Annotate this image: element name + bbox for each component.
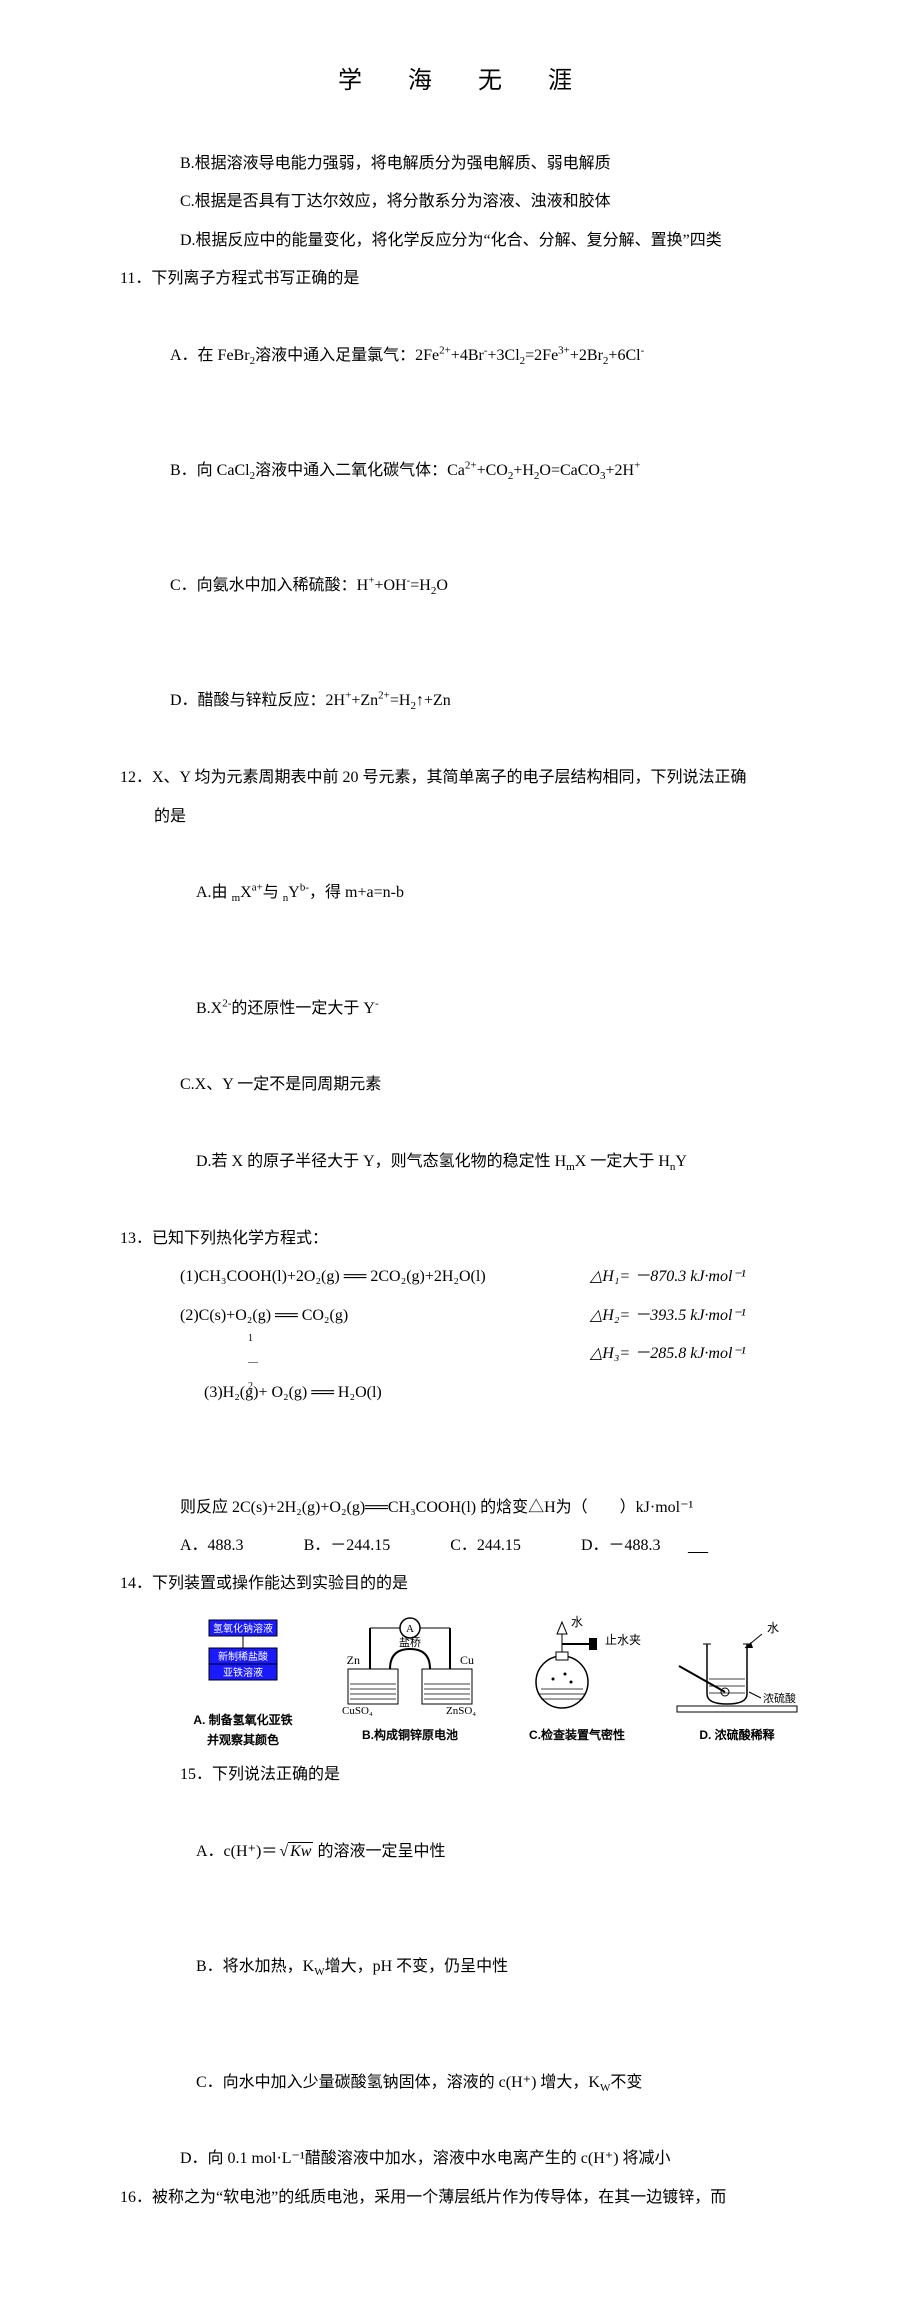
q10-opt-d: D.根据反应中的能量变化，将化学反应分为“化合、分解、复分解、置换”四类 [120,222,810,260]
exam-page: 学 海 无 涯 B.根据溶液导电能力强弱，将电解质分为强电解质、弱电解质 C.根… [0,0,920,2297]
q11-stem: 11．下列离子方程式书写正确的是 [120,260,810,298]
q16-stem: 16．被称之为“软电池”的纸质电池，采用一个薄层纸片作为传导体，在其一边镀锌，而 [120,2179,810,2217]
q11-opt-a: A．在 FeBr2溶液中通入足量氯气：2Fe2++4Br-+3Cl2=2Fe3+… [120,299,810,414]
text: X 一定大于 H [575,1153,670,1170]
q15-opt-c: C．向水中加入少量碳酸氢钠固体，溶液的 c(H⁺) 增大，KW不变 [120,2025,810,2140]
fig-a-svg: 氢氧化钠溶液 新制稀盐酸 亚铁溶液 [183,1614,303,1709]
q13-opt-a: A．488.3 [180,1527,244,1565]
fig-c-label: C.检查装置气密性 [529,1727,625,1744]
kw: Kw [288,1842,313,1860]
svg-text:盐桥: 盐桥 [399,1636,421,1649]
fraction-mark: 1—2 [248,1327,258,1399]
q15-stem: 15．下列说法正确的是 [120,1756,810,1794]
q13-opt-c: C．244.15 [450,1527,521,1565]
text: C．向水中加入少量碳酸氢钠固体，溶液的 c(H⁺) 增大，K [196,2074,600,2091]
text: 的溶液一定呈中性 [313,1843,445,1860]
fig-a-label2: 并观察其颜色 [207,1732,279,1749]
q13-eq3-l: (3)H₂(g)+ O₂(g) ══ H₂O(l) [204,1384,382,1401]
svg-text:CuSO₄: CuSO₄ [342,1705,373,1717]
text: B．向 CaCl [170,462,250,479]
q13-eq1-l: (1)CH₃COOH(l)+2O₂(g) ══ 2CO₂(g)+2H₂O(l) [180,1258,550,1296]
q11-opt-d: D．醋酸与锌粒反应：2H++Zn2+=H2↑+Zn [120,644,810,759]
q13-eq2: (2)C(s)+O₂(g) ══ CO₂(g) △H₂= －393.5 kJ·m… [120,1297,810,1335]
q12-stem-l2: 的是 [120,798,810,836]
svg-text:氢氧化钠溶液: 氢氧化钠溶液 [213,1622,273,1635]
text: D.若 X 的原子半径大于 Y，则气态氢化物的稳定性 H [196,1153,566,1170]
q10-opt-c: C.根据是否具有丁达尔效应，将分散系分为溶液、浊液和胶体 [120,183,810,221]
text: ，得 m+a=n-b [309,884,404,901]
q12-stem-l1: 12．X、Y 均为元素周期表中前 20 号元素，其简单离子的电子层结构相同，下列… [120,759,810,797]
q13-stem: 13．已知下列热化学方程式： [120,1220,810,1258]
q14-fig-b: A Zn Cu 盐桥 CuSO₄ ZnSO₄ B.构成铜锌原电池 [330,1614,490,1749]
q14-fig-c: 水 止水夹 C.检查装置气密性 [504,1614,650,1749]
dash-mark: — [688,1527,708,1575]
text: A．在 FeBr [170,347,250,364]
q11-opt-b: B．向 CaCl2溶液中通入二氧化碳气体：Ca2++CO2+H2O=CaCO3+… [120,414,810,529]
svg-text:Zn: Zn [347,1653,360,1667]
q14-fig-d: 水 浓硫酸 D. 浓硫酸稀释 [664,1614,810,1749]
svg-text:ZnSO₄: ZnSO₄ [446,1705,476,1717]
q13-eq2-r: △H₂= －393.5 kJ·mol⁻¹ [590,1297,746,1335]
text: Y [675,1153,687,1170]
q14-figures: 氢氧化钠溶液 新制稀盐酸 亚铁溶液 A. 制备氢氧化亚铁 并观察其颜色 A Zn… [170,1614,810,1749]
fig-d-label: D. 浓硫酸稀释 [699,1727,774,1744]
svg-text:水: 水 [571,1615,583,1629]
text: 的还原性一定大于 Y [231,1000,375,1017]
q13-eq2-l: (2)C(s)+O₂(g) ══ CO₂(g) [180,1297,550,1335]
fig-d-svg: 水 浓硫酸 [667,1614,807,1724]
svg-text:新制稀盐酸: 新制稀盐酸 [218,1650,268,1663]
q13-options: A．488.3 B．－244.15 C．244.15 D．－488.3 — [120,1527,810,1565]
sqrt-icon: Kw [277,1833,313,1871]
q13-eq3-r: △H₃= －285.8 kJ·mol⁻¹ [590,1335,746,1489]
q11-opt-c: C．向氨水中加入稀硫酸：H++OH-=H2O [120,529,810,644]
text: C．向氨水中加入稀硫酸：H [170,577,368,594]
text: D．醋酸与锌粒反应：2H [170,692,345,709]
svg-text:止水夹: 止水夹 [605,1633,641,1647]
q13-opt-b: B．－244.15 [304,1527,391,1565]
fig-c-svg: 水 止水夹 [507,1614,647,1724]
q12-opt-b: B.X2-的还原性一定大于 Y- [120,951,810,1066]
text: 溶液中通入足量氯气：2Fe [255,347,439,364]
q15-opt-a: A．c(H⁺)＝ Kw 的溶液一定呈中性 [120,1795,810,1910]
text: 增大，pH 不变，仍呈中性 [325,1958,509,1975]
fig-a-label1: A. 制备氢氧化亚铁 [193,1712,292,1729]
fig-b-svg: A Zn Cu 盐桥 CuSO₄ ZnSO₄ [330,1614,490,1724]
q12-opt-a: A.由 mXa+与 nYb-，得 m+a=n-b [120,836,810,951]
svg-text:亚铁溶液: 亚铁溶液 [223,1666,263,1679]
q13-ask: 则反应 2C(s)+2H₂(g)+O₂(g)══CH₃COOH(l) 的焓变△H… [120,1489,810,1527]
fig-b-label: B.构成铜锌原电池 [362,1727,458,1744]
q12-opt-c: C.X、Y 一定不是同周期元素 [120,1066,810,1104]
text: 不变 [610,2074,642,2091]
q13-eq1: (1)CH₃COOH(l)+2O₂(g) ══ 2CO₂(g)+2H₂O(l) … [120,1258,810,1296]
svg-text:水: 水 [767,1621,779,1635]
text: B.X [196,1000,222,1017]
q10-opt-b: B.根据溶液导电能力强弱，将电解质分为强电解质、弱电解质 [120,145,810,183]
text: B．将水加热，K [196,1958,314,1975]
svg-text:浓硫酸: 浓硫酸 [763,1691,796,1705]
text: A．c(H⁺)＝ [196,1843,277,1860]
q13-eq3: (3)H₂(g)+ O₂(g) ══ H₂O(l) 1—2 △H₃= －285.… [120,1335,810,1489]
q13-eq1-r: △H₁= －870.3 kJ·mol⁻¹ [590,1258,746,1296]
text: 溶液中通入二氧化碳气体：Ca [255,462,465,479]
svg-text:Cu: Cu [460,1653,474,1667]
text: A.由 [196,884,232,901]
q13-opt-d: D．－488.3 [581,1527,661,1565]
q14-fig-a: 氢氧化钠溶液 新制稀盐酸 亚铁溶液 A. 制备氢氧化亚铁 并观察其颜色 [170,1614,316,1749]
page-header: 学 海 无 涯 [120,60,810,95]
q12-opt-d: D.若 X 的原子半径大于 Y，则气态氢化物的稳定性 HmX 一定大于 HnY [120,1105,810,1220]
q15-opt-b: B．将水加热，KW增大，pH 不变，仍呈中性 [120,1910,810,2025]
svg-text:A: A [406,1623,414,1635]
q15-opt-d: D．向 0.1 mol·L⁻¹醋酸溶液中加水，溶液中水电离产生的 c(H⁺) 将… [120,2140,810,2178]
